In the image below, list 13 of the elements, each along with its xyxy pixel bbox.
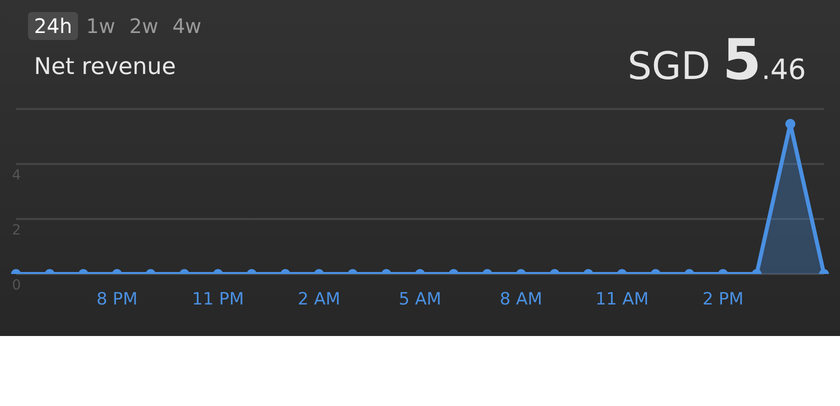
text: 4w <box>171 13 202 40</box>
x-tick-label: 8 PM <box>96 290 138 310</box>
text: 2w <box>128 13 160 40</box>
text: SGD 5.46 <box>628 28 806 93</box>
x-tick-label: 11 AM <box>595 290 649 310</box>
text: 1w <box>85 13 116 40</box>
chart-title: Net revenue <box>34 54 176 80</box>
text: 24h <box>28 12 78 40</box>
x-tick-label: 5 AM <box>398 290 442 310</box>
x-tick-label: 2 PM <box>702 290 744 310</box>
x-tick-label: 8 AM <box>500 290 542 310</box>
x-tick-label: 11 PM <box>192 290 244 310</box>
x-tick-label: 2 AM <box>298 290 340 310</box>
